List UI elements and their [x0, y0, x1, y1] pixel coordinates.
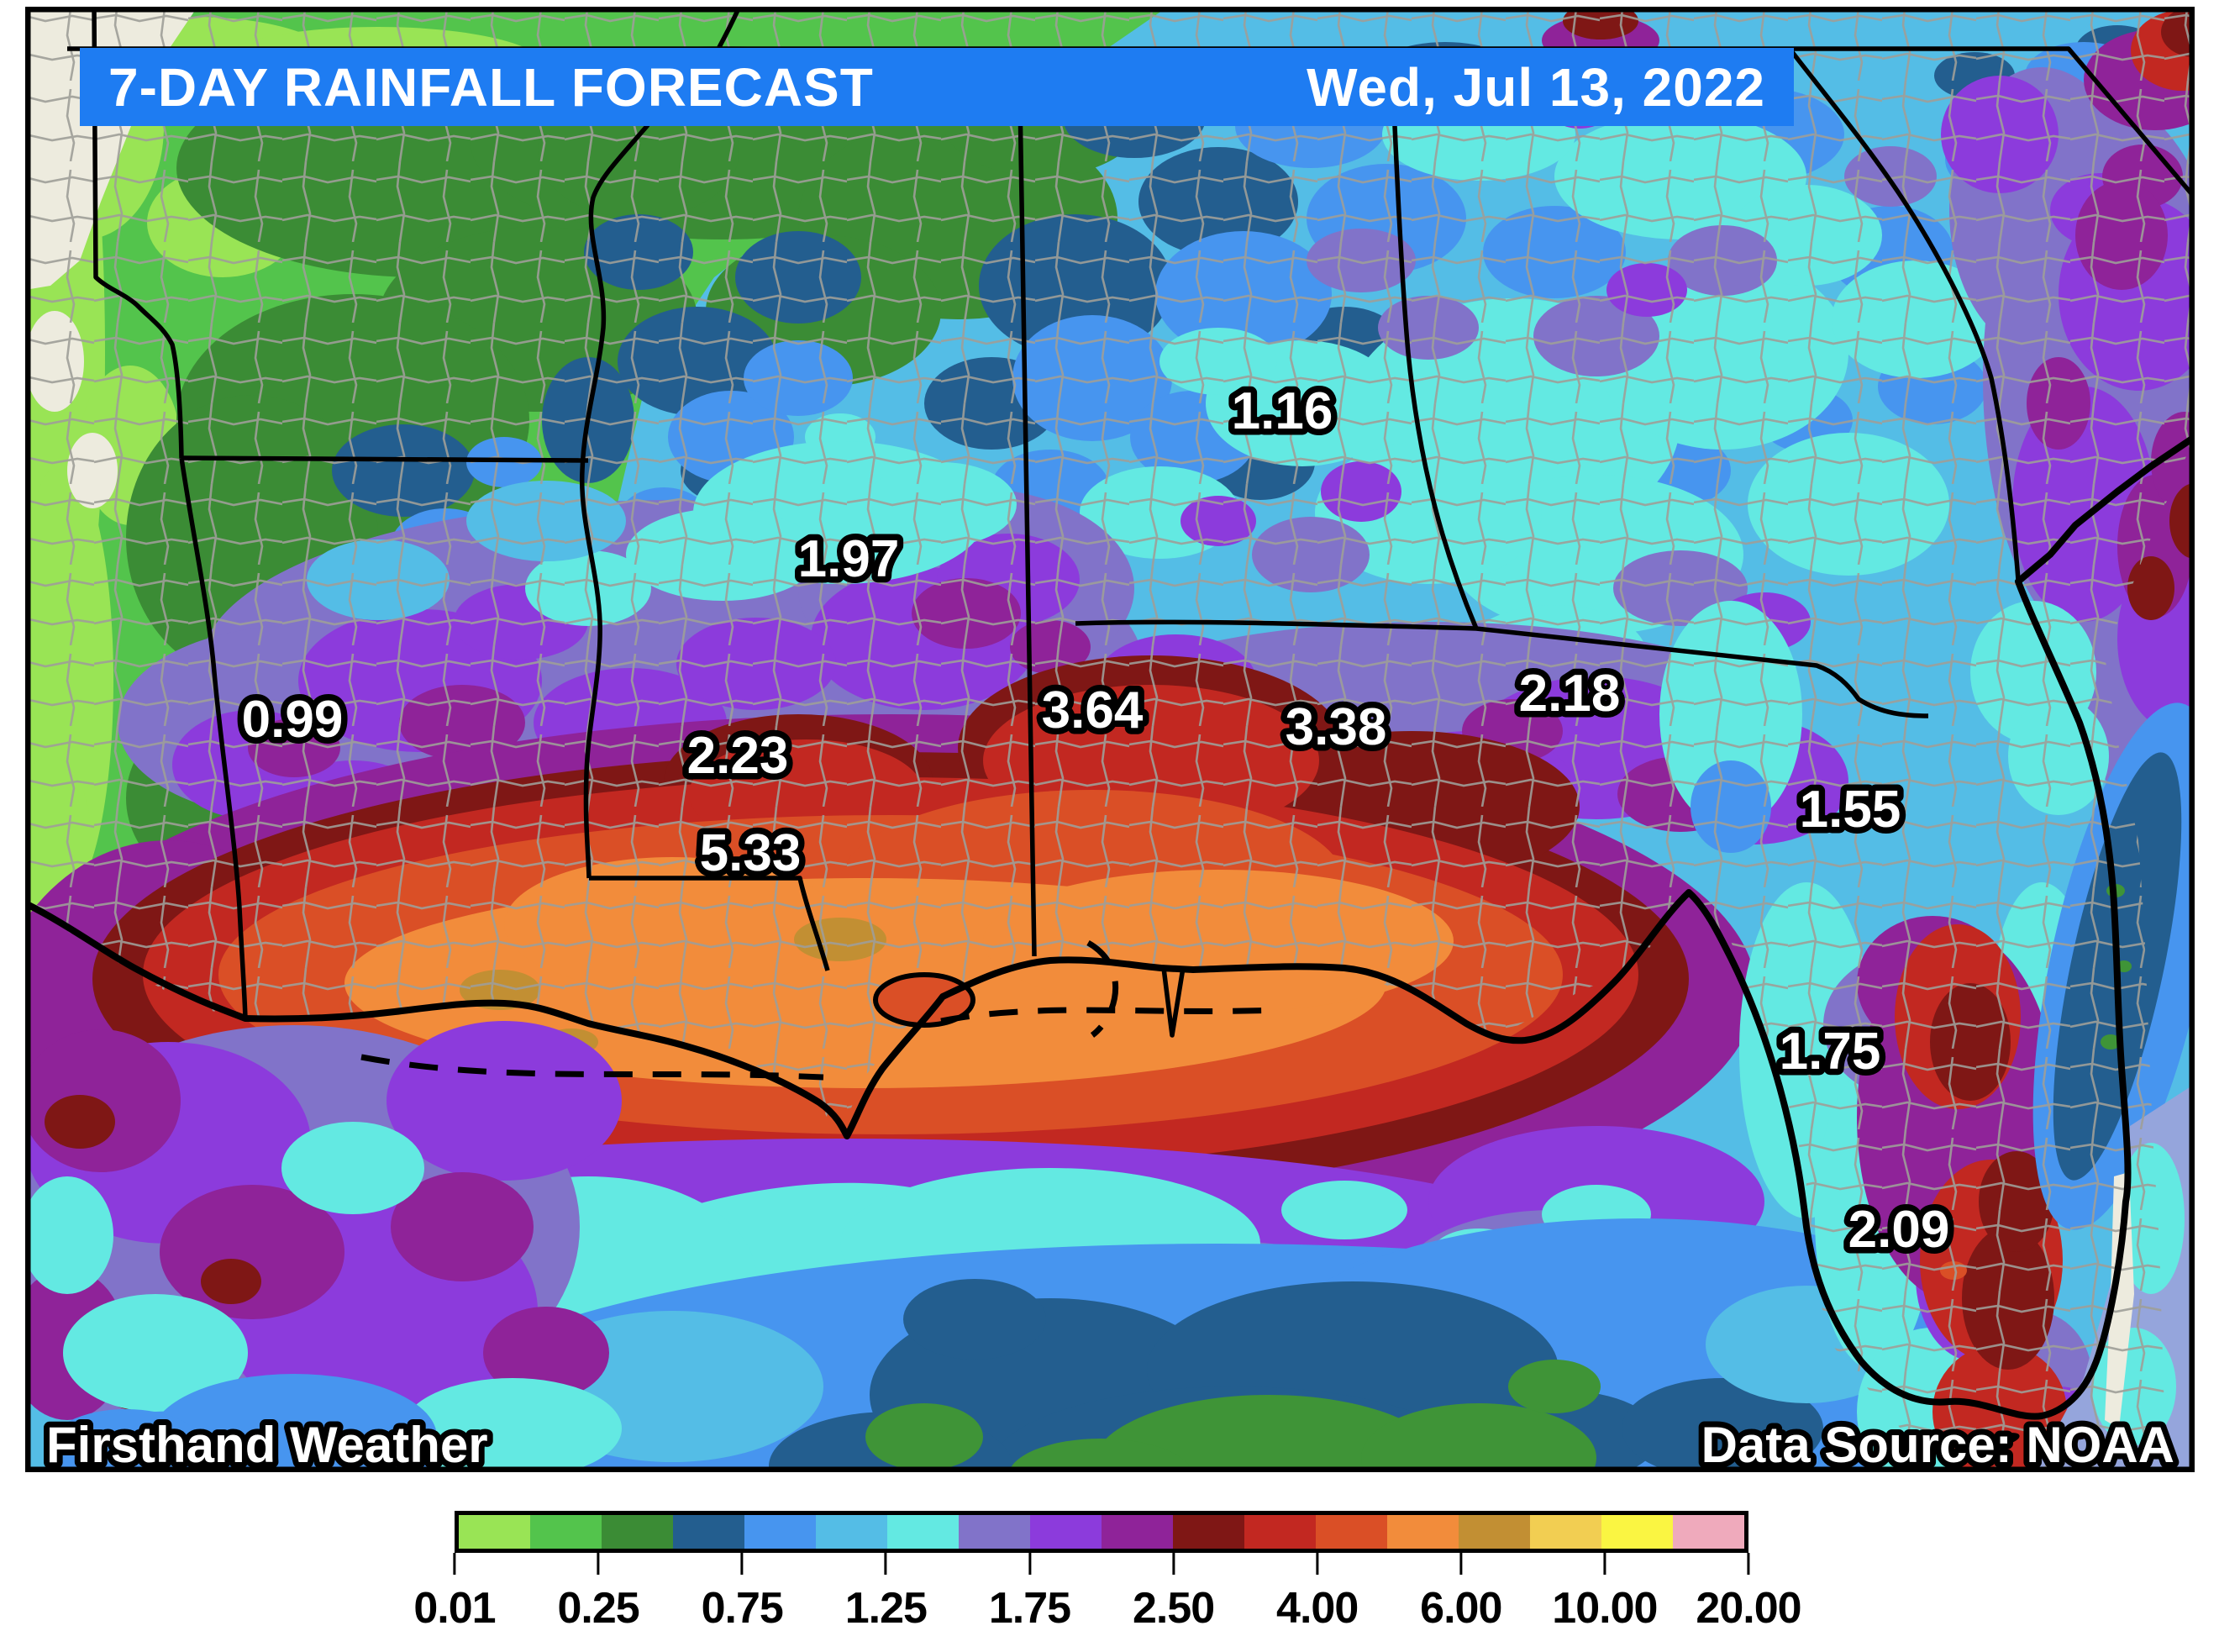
colorbar-segment [1316, 1515, 1387, 1549]
tick-line [1603, 1553, 1606, 1575]
tick-label: 4.00 [1276, 1584, 1359, 1633]
rainfall-value-label: 1.97 [798, 530, 900, 588]
colorbar-segment [1601, 1515, 1673, 1549]
colorbar-segment [530, 1515, 602, 1549]
colorbar-segment [959, 1515, 1030, 1549]
tick-line [1028, 1553, 1031, 1575]
page-title: 7-DAY RAINFALL FORECAST [108, 56, 874, 118]
colorbar-ticks: 0.01 0.25 0.75 1.25 1.75 2.50 4.00 6.00 10.00 20.… [413, 1553, 1802, 1645]
colorbar-segment [1030, 1515, 1102, 1549]
colorbar-gradient [455, 1511, 1748, 1553]
tick-label: 1.25 [844, 1584, 928, 1633]
data-source-text: Data Source: NOAA [1701, 1417, 2174, 1472]
rainfall-value-label: 0.99 [242, 691, 344, 749]
rainfall-value-label: 1.75 [1780, 1023, 1881, 1081]
tick-line [740, 1553, 744, 1575]
tick-line [884, 1553, 887, 1575]
colorbar-segment [1102, 1515, 1173, 1549]
watermark-text: Firsthand Weather [46, 1417, 488, 1472]
tick-label: 10.00 [1552, 1584, 1658, 1633]
tick-label: 0.01 [413, 1584, 496, 1633]
rainfall-value-label: 1.16 [1232, 382, 1333, 440]
colorbar-tick: 1.75 [988, 1553, 1071, 1634]
rainfall-value-label: 2.23 [687, 727, 789, 785]
map-value-labels: 0.99 1.97 2.23 5.33 3.64 3.38 1.16 2.18 1.55 1.75… [235, 376, 1956, 1265]
colorbar-tick: 20.00 [1696, 1553, 1802, 1634]
colorbar-segment [1244, 1515, 1316, 1549]
colorbar-tick: 0.01 [413, 1553, 497, 1634]
colorbar-segment [1387, 1515, 1459, 1549]
map-canvas: 0.99 1.97 2.23 5.33 3.64 3.38 1.16 2.18 1.55 1.75… [25, 7, 2195, 1472]
rainfall-value-label: 3.64 [1042, 681, 1144, 739]
colorbar-tick: 0.25 [557, 1553, 640, 1634]
tick-label: 1.75 [988, 1584, 1071, 1633]
forecast-date: Wed, Jul 13, 2022 [1307, 56, 1765, 118]
colorbar-segment [887, 1515, 959, 1549]
tick-line [597, 1553, 600, 1575]
rainfall-value-label: 5.33 [700, 824, 802, 882]
tick-line [1172, 1553, 1175, 1575]
tick-line [1747, 1553, 1750, 1575]
colorbar-tick: 4.00 [1276, 1553, 1359, 1634]
tick-label: 0.75 [701, 1584, 784, 1633]
rainfall-value-label: 2.09 [1848, 1201, 1950, 1259]
colorbar-tick: 2.50 [1132, 1553, 1215, 1634]
colorbar-segment [459, 1515, 530, 1549]
rainfall-value-label: 1.55 [1800, 781, 1901, 839]
colorbar-segment [816, 1515, 887, 1549]
colorbar-segment [602, 1515, 673, 1549]
tick-line [1459, 1553, 1463, 1575]
rainfall-value-label: 2.18 [1519, 665, 1621, 723]
colorbar-tick: 10.00 [1552, 1553, 1658, 1634]
colorbar-segment [744, 1515, 816, 1549]
colorbar-segment [1530, 1515, 1601, 1549]
rainfall-value-label: 3.38 [1286, 698, 1387, 756]
tick-label: 6.00 [1420, 1584, 1502, 1633]
tick-label: 0.25 [557, 1584, 640, 1633]
colorbar-segment [673, 1515, 744, 1549]
colorbar-tick: 0.75 [701, 1553, 784, 1634]
colorbar-segment [1459, 1515, 1530, 1549]
colorbar-segment [1173, 1515, 1244, 1549]
colorbar-tick: 1.25 [844, 1553, 928, 1634]
tick-line [453, 1553, 456, 1575]
colorbar-legend: 0.01 0.25 0.75 1.25 1.75 2.50 4.00 6.00 10.00 20.… [413, 1511, 1802, 1645]
tick-label: 20.00 [1696, 1584, 1801, 1633]
colorbar-segment [1673, 1515, 1744, 1549]
title-bar: 7-DAY RAINFALL FORECAST Wed, Jul 13, 202… [80, 48, 1794, 126]
tick-line [1316, 1553, 1319, 1575]
colorbar-tick: 6.00 [1420, 1553, 1502, 1634]
map-border [25, 7, 2195, 1472]
tick-label: 2.50 [1132, 1584, 1215, 1633]
